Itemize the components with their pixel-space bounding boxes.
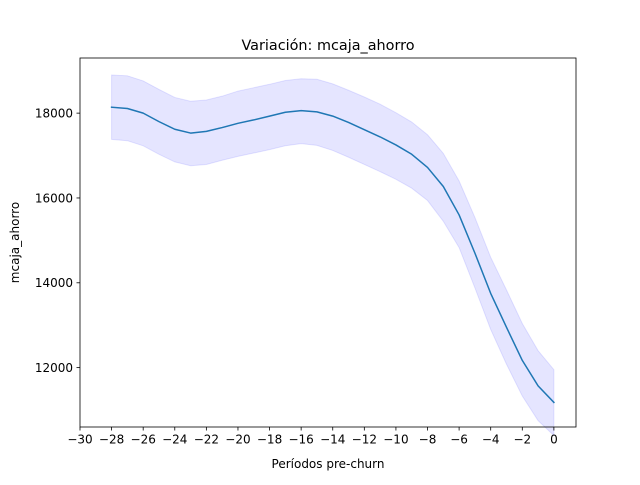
y-tick-label: 16000: [35, 191, 73, 205]
x-tick-label: −20: [225, 433, 250, 447]
y-tick-label: 18000: [35, 106, 73, 120]
x-tick-label: −12: [352, 433, 377, 447]
x-tick-label: −28: [99, 433, 124, 447]
x-axis: −30 −28 −26 −24 −22 −20 −18 −16 −14 −12 −10 −8 −6 −4−…: [67, 427, 558, 447]
x-tick-label: −24: [162, 433, 187, 447]
series-line: [110, 106, 555, 404]
y-axis: 12000 14000 16000 18000: [35, 106, 80, 375]
x-tick-label: −10: [383, 433, 408, 447]
x-tick-label: −22: [194, 433, 219, 447]
x-tick-label: −8: [419, 433, 437, 447]
plot-frame: [79, 57, 577, 428]
y-tick-label: 14000: [35, 276, 73, 290]
x-axis-label: Períodos pre-churn: [272, 457, 385, 471]
x-tick-label: −6: [450, 433, 468, 447]
x-tick-label: −2: [513, 433, 531, 447]
plot-area: [110, 74, 555, 437]
x-tick-label: −4: [482, 433, 500, 447]
x-tick-label: −30: [67, 433, 92, 447]
x-tick-label: −14: [320, 433, 345, 447]
x-tick-label: 0: [550, 433, 558, 447]
chart-title: Variación: mcaja_ahorro: [241, 38, 414, 54]
x-tick-label: −16: [288, 433, 313, 447]
y-tick-label: 12000: [35, 361, 73, 375]
y-axis-label: mcaja_ahorro: [8, 202, 22, 283]
x-tick-label: −26: [131, 433, 156, 447]
x-tick-label: −18: [257, 433, 282, 447]
confidence-band: [111, 74, 555, 437]
